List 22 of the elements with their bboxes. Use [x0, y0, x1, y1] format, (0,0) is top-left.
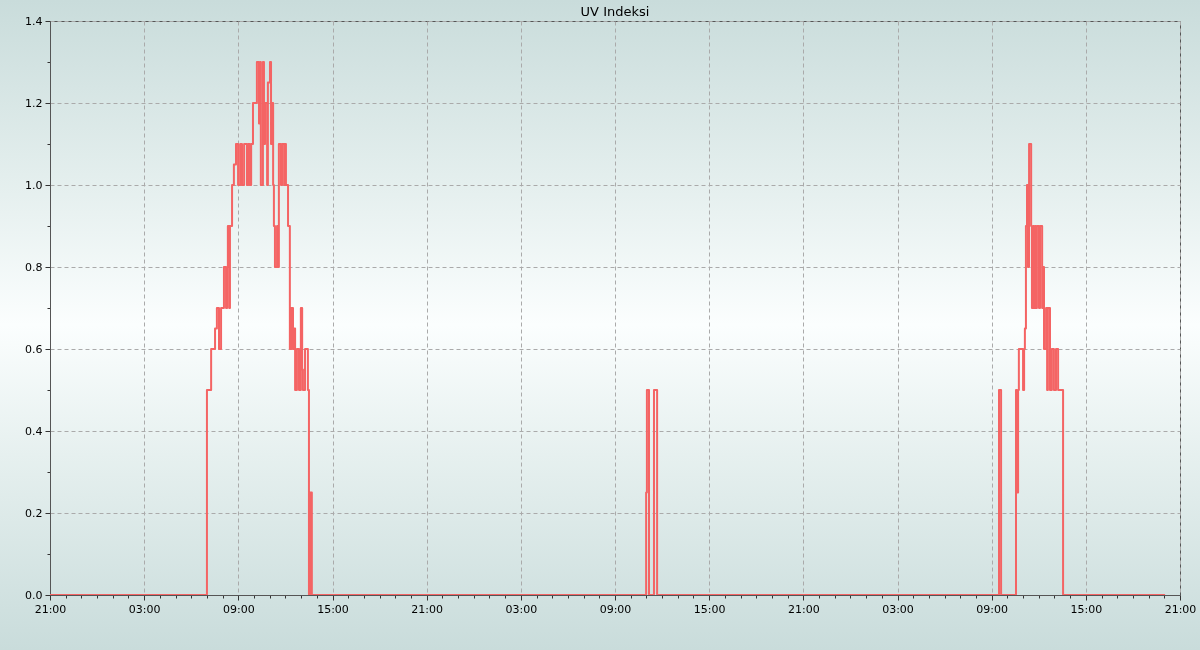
y-tick-label: 0.6 — [25, 342, 43, 356]
x-tick-label: 09:00 — [599, 602, 632, 616]
x-tick-label: 03:00 — [128, 602, 161, 616]
chart-title: UV Indeksi — [580, 4, 650, 19]
x-tick-label: 03:00 — [505, 602, 538, 616]
y-tick-label: 0.4 — [25, 424, 43, 438]
x-tick-label: 21:00 — [411, 602, 444, 616]
y-tick-label: 1.4 — [25, 14, 43, 28]
y-tick-label: 0.0 — [25, 588, 43, 602]
y-tick-label: 1.0 — [25, 178, 43, 192]
x-tick-label: 09:00 — [976, 602, 1009, 616]
x-tick-label: 15:00 — [1070, 602, 1103, 616]
x-tick-label: 21:00 — [787, 602, 820, 616]
y-tick-label: 0.2 — [25, 506, 43, 520]
x-tick-label: 03:00 — [882, 602, 914, 616]
y-tick-label: 0.8 — [25, 260, 43, 274]
x-tick-label: 21:00 — [1164, 602, 1197, 616]
x-tick-label: 15:00 — [317, 602, 349, 616]
x-tick-label: 21:00 — [34, 602, 67, 616]
y-tick-label: 1.2 — [25, 96, 43, 110]
x-tick-label: 15:00 — [693, 602, 726, 616]
x-tick-label: 09:00 — [222, 602, 255, 616]
